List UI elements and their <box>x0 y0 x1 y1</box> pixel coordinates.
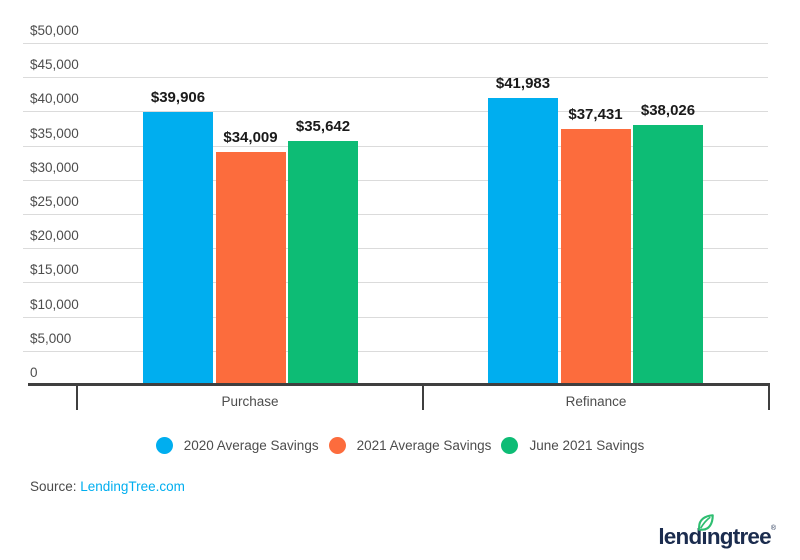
bar-value-label: $34,009 <box>223 129 278 147</box>
y-axis-label: $30,000 <box>30 159 79 175</box>
gridline <box>23 43 768 44</box>
y-axis-label: $50,000 <box>30 23 79 38</box>
y-axis-label: $40,000 <box>30 91 79 107</box>
axis-tick-right <box>768 385 770 410</box>
legend-swatch-june-2021-icon <box>501 437 519 454</box>
axis-tick-left <box>76 385 78 410</box>
legend-item-june-2021-savings: June 2021 Savings <box>501 437 644 454</box>
y-axis-label: $45,000 <box>30 57 79 73</box>
y-axis-label: $15,000 <box>30 262 79 278</box>
gridline <box>23 77 768 79</box>
y-axis-label: $25,000 <box>30 194 79 209</box>
y-axis-label: $20,000 <box>30 228 79 244</box>
category-label-purchase: Purchase <box>221 394 279 409</box>
legend-label: 2021 Average Savings <box>356 438 492 453</box>
bar-value-label: $37,431 <box>568 105 623 123</box>
y-axis-label: $35,000 <box>30 125 79 141</box>
gridline <box>23 282 768 284</box>
leaf-icon <box>698 514 715 531</box>
bar-value-label: $38,026 <box>640 101 696 119</box>
bar-purchase-2020-average-savings <box>143 112 213 385</box>
bar-purchase-june-2021-savings <box>288 141 358 385</box>
bar-refinance-2020-average-savings <box>488 97 558 385</box>
y-axis-label: $5,000 <box>30 330 72 346</box>
y-axis-label: $10,000 <box>30 296 79 312</box>
category-label-refinance: Refinance <box>565 394 627 409</box>
gridline <box>23 316 768 318</box>
bar-value-label: $41,983 <box>495 74 551 92</box>
gridline <box>23 214 768 215</box>
legend-label: June 2021 Savings <box>529 438 645 453</box>
bar-refinance-june-2021-savings <box>633 124 703 385</box>
gridline <box>23 350 768 352</box>
bar-value-label: $35,642 <box>295 118 351 136</box>
lendingtree-logo: lendingtree® <box>658 514 776 550</box>
bar-refinance-2021-average-savings <box>560 128 631 385</box>
gridline <box>23 248 768 250</box>
x-axis-line <box>28 383 770 386</box>
axis-tick-middle <box>422 385 424 410</box>
legend-swatch-2020-icon <box>155 437 173 454</box>
legend-item-2021-average-savings: 2021 Average Savings <box>328 437 492 454</box>
legend-label: 2020 Average Savings <box>183 438 319 453</box>
bar-value-label: $39,906 <box>150 89 206 107</box>
source-label: Source: <box>30 479 81 494</box>
gridline <box>23 145 768 147</box>
source-link[interactable]: LendingTree.com <box>80 479 185 494</box>
legend-swatch-2021-icon <box>328 437 346 454</box>
bar-purchase-2021-average-savings <box>215 152 286 385</box>
gridline <box>23 179 768 181</box>
logo-text: lendingtree <box>658 524 771 549</box>
gridline <box>23 111 768 113</box>
legend-item-2020-average-savings: 2020 Average Savings <box>155 437 319 454</box>
y-axis-label: 0 <box>30 365 38 380</box>
registered-mark-icon: ® <box>770 525 776 532</box>
source-line: Source: LendingTree.com <box>30 479 185 494</box>
legend: 2020 Average Savings 2021 Average Saving… <box>0 437 800 454</box>
